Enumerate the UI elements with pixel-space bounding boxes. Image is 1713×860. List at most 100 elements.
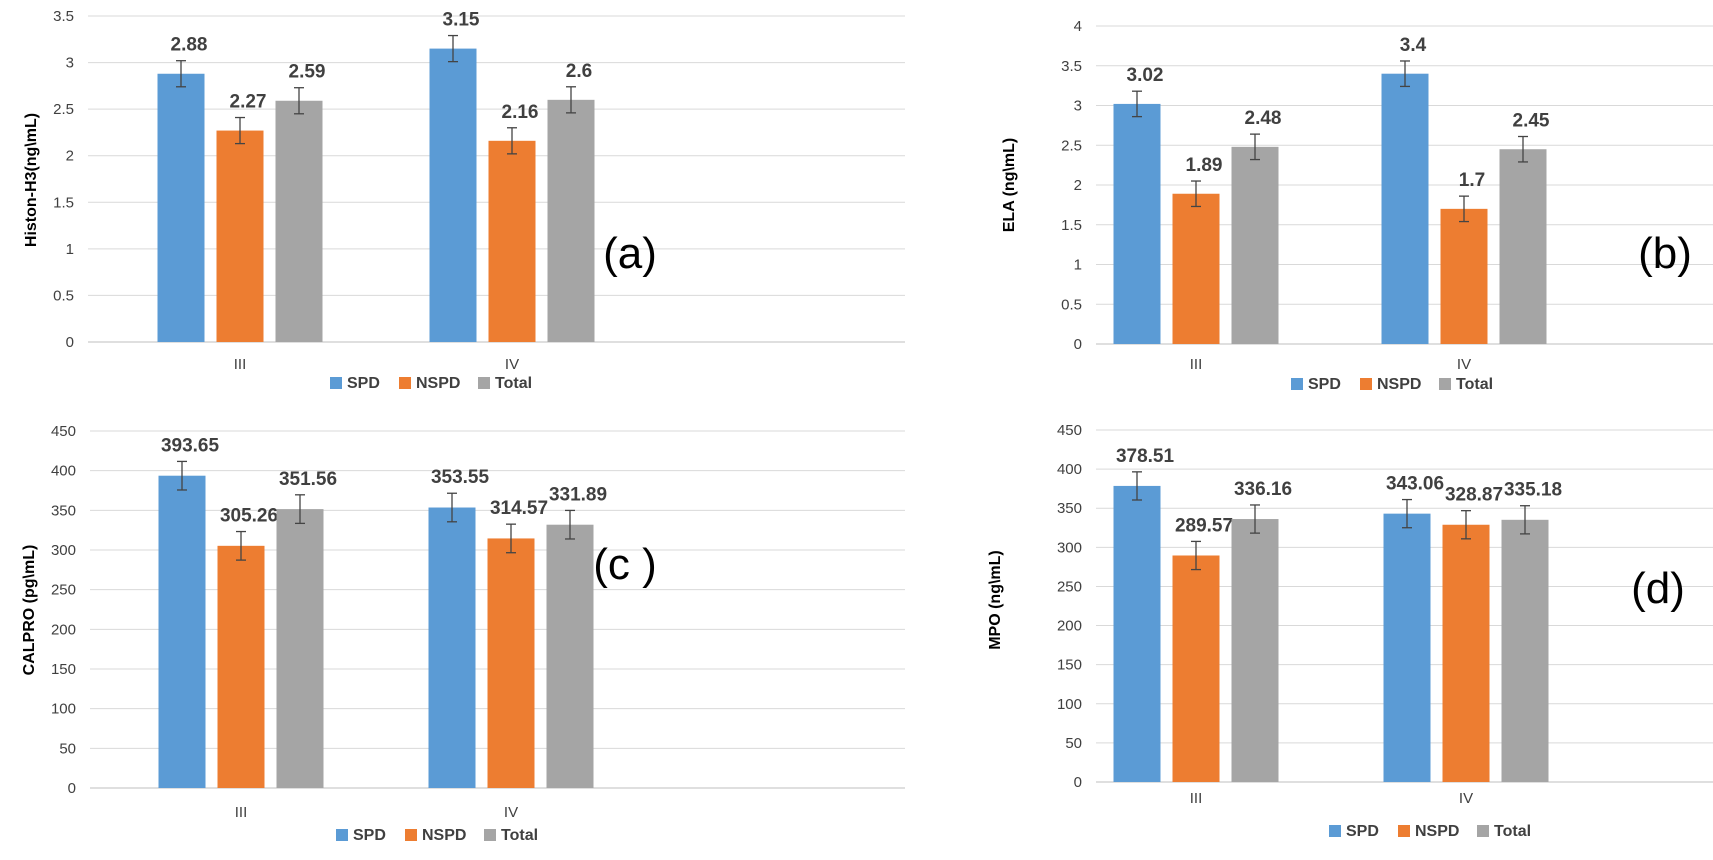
data-label: 305.26 [220, 506, 278, 527]
legend-swatch-nspd [1360, 378, 1372, 390]
data-label: 351.56 [279, 469, 337, 490]
bar-nspd-iii [216, 130, 264, 342]
data-label: 353.55 [431, 467, 490, 488]
x-tick-label: III [235, 804, 248, 821]
legend-label-nspd: NSPD [422, 827, 466, 844]
bar-total-iv [546, 524, 594, 788]
y-axis-title: Histon-H3(ng\mL) [23, 113, 40, 247]
y-tick-label: 2.5 [1061, 137, 1082, 154]
x-tick-label: III [1190, 356, 1203, 373]
y-tick-label: 400 [51, 463, 76, 480]
legend-label-nspd: NSPD [1415, 823, 1459, 840]
bar-spd-iii [1113, 485, 1161, 782]
data-label: 378.51 [1116, 446, 1175, 467]
data-label: 289.57 [1175, 515, 1233, 536]
y-tick-label: 3.5 [53, 8, 74, 25]
bar-spd-iv [429, 48, 477, 342]
x-tick-label: III [1190, 790, 1203, 807]
bar-nspd-iii [1172, 555, 1220, 782]
y-tick-label: 2.5 [53, 101, 74, 118]
y-tick-label: 3.5 [1061, 58, 1082, 75]
data-label: 314.57 [490, 498, 548, 519]
bar-nspd-iii [1172, 193, 1220, 344]
legend-label-total: Total [501, 827, 538, 844]
bar-total-iii [1231, 519, 1279, 782]
chart-panel-2: 0 0.5 1 1.5 2 2.5 3 3.5 4 ELA (ng\mL) 3.02 1.89 2.48… [1001, 18, 1713, 393]
data-label: 336.16 [1234, 479, 1292, 500]
legend-swatch-spd [1291, 378, 1303, 390]
bar-nspd-iv [1442, 524, 1490, 782]
data-label: 3.15 [443, 10, 480, 31]
legend-label-spd: SPD [353, 827, 386, 844]
chart-panel-3: 0 50 100 150 200 250 300 350 400 450 CALPRO (pg\mL… [21, 423, 905, 844]
panel-label: (a) [603, 229, 657, 278]
legend-label-total: Total [1456, 376, 1493, 393]
legend-swatch-total [478, 377, 490, 389]
y-tick-label: 1 [1074, 257, 1082, 274]
legend-label-spd: SPD [1346, 823, 1379, 840]
y-axis-title: MPO (ng\mL) [987, 550, 1004, 650]
legend-swatch-nspd [405, 829, 417, 841]
panel-label: (d) [1631, 564, 1685, 613]
bar-spd-iv [1383, 513, 1431, 782]
y-tick-label: 0 [68, 780, 76, 797]
data-label: 2.88 [171, 35, 208, 56]
y-tick-label: 0 [66, 334, 74, 351]
bar-nspd-iii [217, 545, 265, 788]
y-tick-label: 0.5 [53, 287, 74, 304]
y-tick-label: 150 [51, 661, 76, 678]
legend-label-nspd: NSPD [416, 375, 460, 392]
y-tick-label: 50 [59, 740, 76, 757]
y-tick-label: 0 [1074, 774, 1082, 791]
data-label: 1.7 [1459, 170, 1485, 191]
legend-label-total: Total [495, 375, 532, 392]
y-tick-label: 200 [1057, 618, 1082, 635]
bar-spd-iv [428, 507, 476, 788]
legend-swatch-spd [330, 377, 342, 389]
y-axis-title: CALPRO (pg\mL) [21, 545, 38, 676]
data-label: 393.65 [161, 435, 220, 456]
data-label: 2.27 [230, 92, 267, 113]
data-label: 335.18 [1504, 480, 1562, 501]
data-label: 343.06 [1386, 474, 1444, 495]
bar-spd-iii [157, 73, 205, 343]
y-tick-label: 450 [1057, 422, 1082, 439]
y-tick-label: 300 [51, 542, 76, 559]
legend-label-total: Total [1494, 823, 1531, 840]
bar-total-iv [1501, 519, 1549, 782]
y-tick-label: 450 [51, 423, 76, 440]
data-label: 2.16 [502, 102, 539, 123]
x-tick-label: IV [504, 804, 518, 821]
bar-total-iii [276, 509, 324, 788]
data-label: 1.89 [1186, 155, 1223, 176]
y-tick-label: 0.5 [1061, 296, 1082, 313]
y-tick-label: 3 [1074, 98, 1082, 115]
y-tick-label: 0 [1074, 336, 1082, 353]
bar-nspd-iv [488, 140, 536, 342]
y-tick-label: 250 [1057, 578, 1082, 595]
bar-spd-iii [1113, 103, 1161, 344]
legend-label-spd: SPD [347, 375, 380, 392]
bar-total-iv [547, 99, 595, 342]
data-label: 2.59 [289, 62, 326, 83]
y-tick-label: 1.5 [53, 194, 74, 211]
x-tick-label: IV [1457, 356, 1471, 373]
data-label: 2.45 [1513, 111, 1550, 132]
chart-panel-1: 0 0.5 1 1.5 2 2.5 3 3.5 Histon-H3(ng\mL) 2.88 2.27… [23, 8, 905, 392]
y-tick-label: 50 [1065, 735, 1082, 752]
legend-label-spd: SPD [1308, 376, 1341, 393]
data-label: 3.02 [1127, 65, 1164, 86]
data-label: 2.48 [1245, 108, 1282, 129]
y-tick-label: 1 [66, 241, 74, 258]
data-label: 2.6 [566, 61, 592, 82]
legend-label-nspd: NSPD [1377, 376, 1421, 393]
y-tick-label: 1.5 [1061, 217, 1082, 234]
y-tick-label: 150 [1057, 657, 1082, 674]
bar-nspd-iv [1440, 208, 1488, 344]
bar-nspd-iv [487, 538, 535, 788]
y-tick-label: 3 [66, 55, 74, 72]
x-tick-label: IV [505, 356, 519, 373]
x-tick-label: IV [1459, 790, 1473, 807]
legend-swatch-nspd [399, 377, 411, 389]
